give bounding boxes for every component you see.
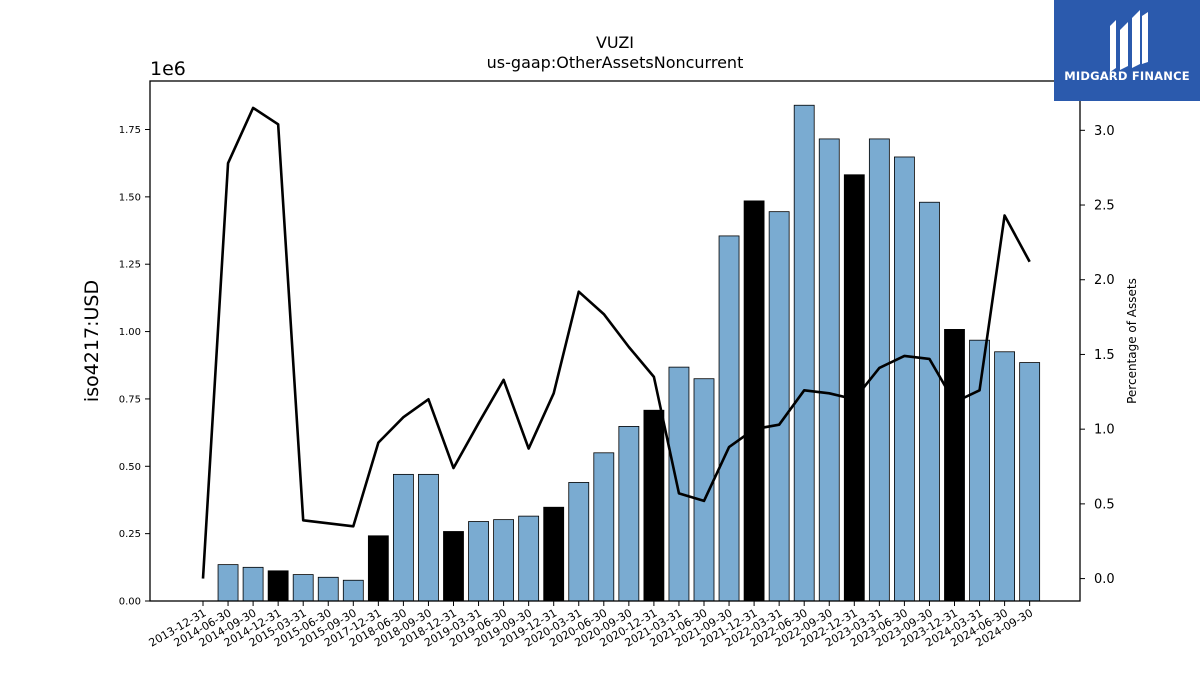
y2-tick-label: 3.0	[1094, 124, 1115, 139]
bar-2014-06-30	[217, 564, 239, 602]
y-tick-label: 1.25	[119, 260, 141, 271]
y-offset-label: 1e6	[150, 58, 186, 80]
bar-2019-03-31	[468, 521, 489, 602]
y-tick-label: 0.75	[119, 394, 141, 405]
bar-2019-12-31	[543, 506, 565, 602]
bar-2021-09-30	[718, 235, 740, 602]
right-axis-ticks: 0.0 0.5 1.0 1.5 2.0 2.5 3.0	[1080, 124, 1115, 587]
y-tick-label: 1.75	[119, 125, 141, 136]
brand-logo: MIDGARD FINANCE	[1054, 0, 1200, 101]
y-axis-label: iso4217:USD	[81, 280, 103, 402]
y-tick-label: 1.50	[119, 192, 141, 203]
percentage-line	[201, 106, 1031, 579]
bar-2021-03-31	[668, 366, 690, 602]
x-axis-ticks: 2013-12-312014-06-302014-09-302014-12-31…	[147, 601, 1035, 650]
bar-2015-06-30	[317, 576, 339, 602]
bar-2023-06-30	[894, 156, 915, 602]
bar-2018-06-30	[392, 473, 414, 602]
bar-2021-06-30	[693, 378, 715, 602]
y2-tick-label: 0.0	[1094, 572, 1115, 587]
bar-series	[217, 104, 1041, 602]
y2-axis-label: Percentage of Assets	[1125, 278, 1139, 404]
bar-2022-09-30	[818, 138, 840, 602]
bar-2015-03-31	[292, 574, 314, 602]
bar-2020-09-30	[618, 426, 640, 602]
bar-2024-09-30	[1019, 362, 1041, 602]
y2-tick-label: 2.0	[1094, 273, 1115, 288]
bar-2022-06-30	[793, 104, 815, 602]
y-tick-label: 0.00	[119, 597, 141, 608]
bar-2020-12-31	[643, 409, 665, 602]
bar-2014-09-30	[242, 566, 264, 602]
y-tick-label: 0.50	[119, 462, 141, 473]
y2-tick-label: 1.5	[1094, 348, 1115, 363]
midgard-logo-icon	[1110, 10, 1148, 72]
plot-frame	[149, 80, 1081, 602]
bar-2014-12-31	[267, 570, 289, 602]
bar-2024-06-30	[994, 351, 1015, 602]
y-tick-label: 0.25	[119, 529, 141, 540]
y2-tick-label: 1.0	[1094, 423, 1115, 438]
bar-2019-06-30	[493, 519, 515, 602]
bar-2019-09-30	[518, 515, 540, 602]
bar-2021-12-31	[743, 200, 765, 602]
bar-2024-03-31	[969, 339, 990, 602]
bar-2017-12-31	[367, 535, 389, 602]
y2-tick-label: 2.5	[1094, 199, 1115, 214]
chart-subtitle: us-gaap:OtherAssetsNoncurrent	[487, 53, 744, 72]
bar-2015-09-30	[342, 579, 364, 602]
bar-2022-03-31	[768, 211, 790, 602]
line-series	[201, 106, 1031, 579]
bar-2020-03-31	[568, 482, 590, 602]
bar-2023-09-30	[919, 201, 940, 602]
y2-tick-label: 0.5	[1094, 497, 1115, 512]
bar-2023-12-31	[944, 329, 965, 602]
bar-2020-06-30	[593, 452, 615, 602]
bar-2018-09-30	[418, 473, 439, 602]
bar-2022-12-31	[843, 174, 865, 602]
brand-logo-text: MIDGARD FINANCE	[1064, 69, 1190, 83]
y-tick-label: 1.00	[119, 327, 141, 338]
left-axis-ticks: 0.00 0.25 0.50 0.75 1.00 1.25 1.50 1.75	[119, 125, 150, 608]
bar-2018-12-31	[443, 531, 464, 602]
chart-title: VUZI	[596, 33, 634, 52]
